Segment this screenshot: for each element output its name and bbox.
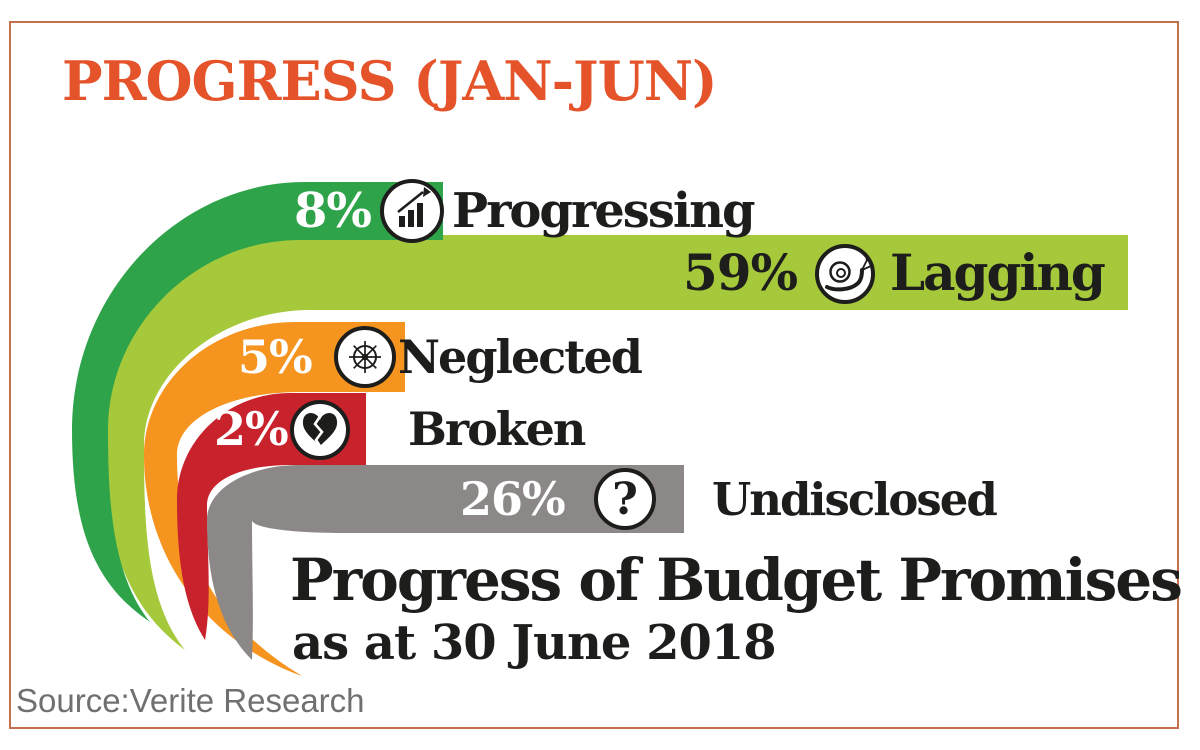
arrow-glyph [397, 191, 424, 213]
value-label-undisclosed: 26% [460, 472, 566, 526]
snail-shell-spiral [836, 268, 846, 278]
wheel-spokes [349, 341, 381, 373]
snail-shell [829, 261, 851, 283]
page-border-frame [9, 21, 1179, 729]
chart-caption-date: as at 30 June 2018 [292, 615, 777, 671]
value-label-broken: 2% [214, 402, 289, 456]
source-credit: Source:Verite Research [16, 682, 365, 719]
heart-crack [313, 414, 324, 447]
bar-glyph [399, 216, 405, 227]
wheel-hub [361, 353, 369, 361]
bar-glyph [417, 203, 423, 227]
growth-chart-icon [380, 179, 444, 243]
antenna-tip [865, 257, 870, 261]
chart-caption-title: Progress of Budget Promises [290, 546, 1183, 614]
value-label-neglected: 5% [238, 330, 313, 384]
band-lagging [104, 235, 1128, 650]
question-glyph: ? [612, 474, 638, 525]
ship-wheel-icon [334, 326, 396, 388]
snail-icon [815, 244, 875, 304]
band-progressing [72, 182, 443, 622]
icon-circle [594, 468, 656, 530]
snail-body [825, 268, 864, 292]
question-mark-icon: ? [594, 468, 656, 530]
band-neglected [144, 322, 405, 676]
broken-heart-icon [290, 400, 350, 460]
value-label-lagging: 59% [683, 243, 798, 302]
bar-glyph [408, 210, 414, 227]
category-label-lagging: Lagging [890, 243, 1106, 302]
snail-antennae [861, 259, 872, 271]
category-label-neglected: Neglected [398, 330, 643, 384]
page-title: PROGRESS (JAN-JUN) [62, 49, 718, 113]
value-label-progressing: 8% [294, 183, 372, 239]
category-label-undisclosed: Undisclosed [712, 472, 998, 526]
arrow-head [423, 187, 431, 197]
category-label-progressing: Progressing [452, 183, 756, 239]
band-undisclosed [207, 465, 684, 660]
category-label-broken: Broken [408, 402, 586, 456]
antenna-tip [870, 263, 874, 268]
